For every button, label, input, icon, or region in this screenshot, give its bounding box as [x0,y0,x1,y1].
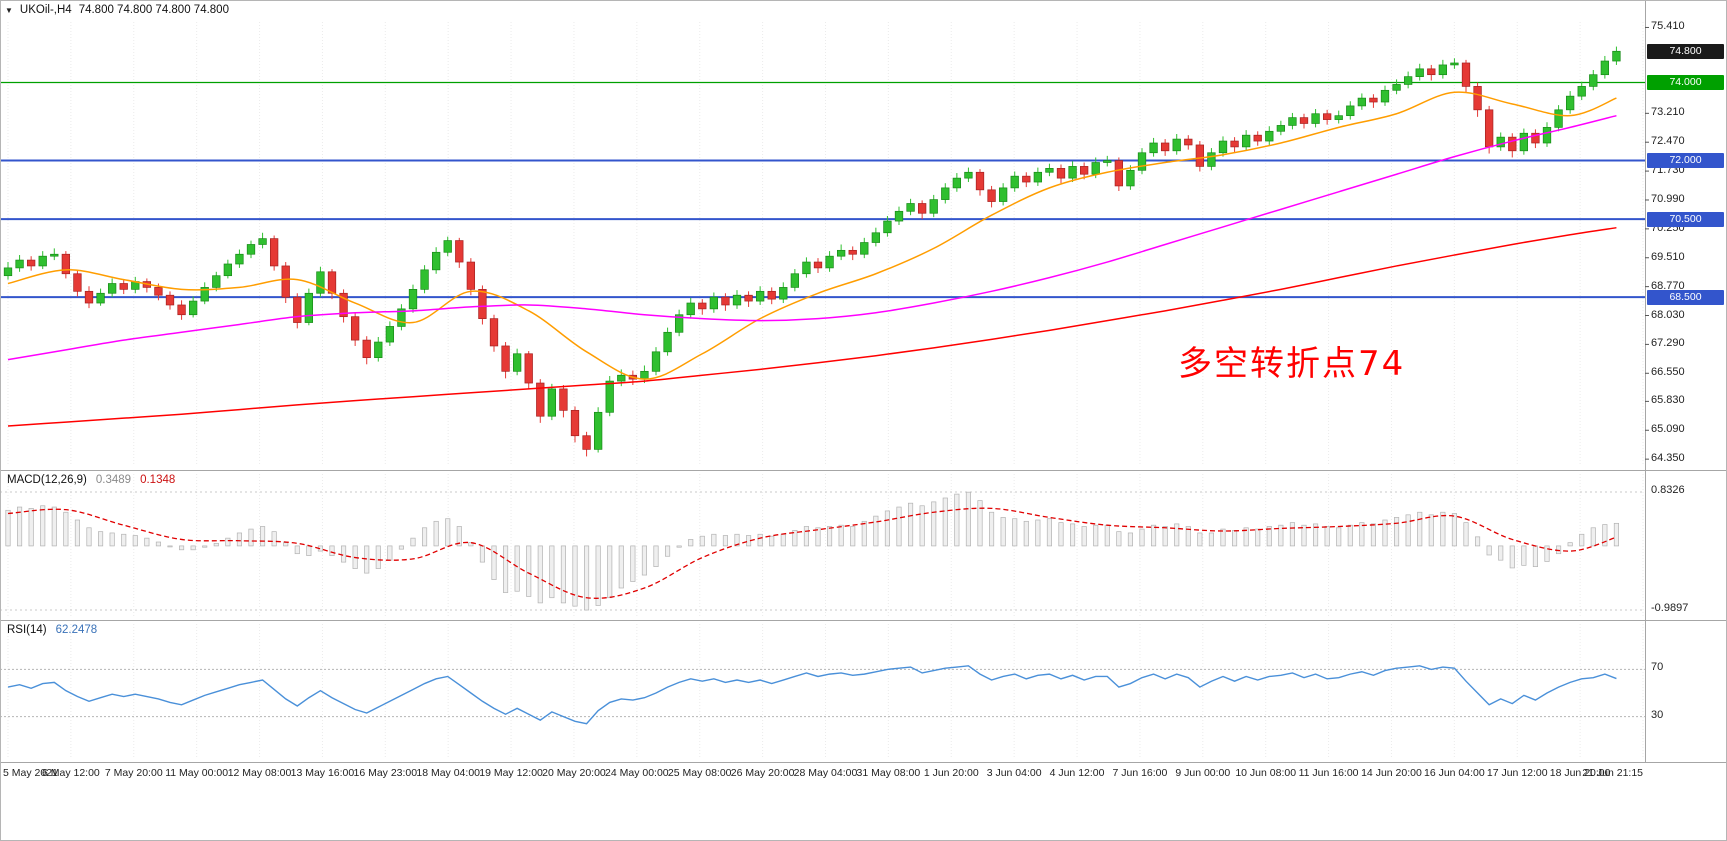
rsi-value: 62.2478 [55,624,98,636]
time-axis-label: 11 Jun 16:00 [1298,767,1359,779]
macd-signal-value: 0.1348 [140,474,176,486]
hline-price-badge: 68.500 [1647,289,1724,305]
time-axis-label: 21 Jun 21:15 [1582,767,1643,779]
current-price-badge: 74.800 [1647,43,1724,59]
time-axis-label: 31 May 08:00 [856,767,921,779]
price-tick-label: 73.210 [1651,106,1685,119]
time-axis-label: 19 May 12:00 [479,767,543,779]
macd-label: MACD(12,26,9) [7,474,87,486]
symbol-dropdown-icon[interactable]: ▼ [5,5,13,15]
macd-header: MACD(12,26,9) 0.3489 0.1348 [7,474,175,486]
time-axis-label: 26 May 20:00 [730,767,795,779]
time-axis-label: 1 Jun 20:00 [923,767,979,779]
hline-price-badge: 74.000 [1647,74,1724,90]
price-tick-label: 64.350 [1651,452,1685,465]
time-axis-label: 25 May 08:00 [667,767,732,779]
rsi-level-30-label: 30 [1651,709,1664,721]
time-axis-label: 7 Jun 16:00 [1112,767,1168,779]
price-tick-label: 69.510 [1651,250,1685,263]
time-axis-label: 5 May 2021 [3,767,58,779]
price-tick-label: 70.990 [1651,192,1685,205]
price-tick-label: 65.090 [1651,423,1685,436]
time-axis-label: 9 Jun 00:00 [1175,767,1231,779]
price-tick-label: 68.770 [1651,279,1685,292]
time-axis-label: 12 May 08:00 [227,767,292,779]
time-axis-label: 13 May 16:00 [290,767,355,779]
time-axis-label: 10 Jun 08:00 [1235,767,1297,779]
ohlc-values: 74.800 74.800 74.800 74.800 [78,4,229,16]
rsi-header: RSI(14) 62.2478 [7,624,97,636]
time-axis-label: 17 Jun 12:00 [1486,767,1548,779]
time-axis-label: 20 May 20:00 [542,767,606,779]
macd-scale-min-label: -0.9897 [1651,602,1689,614]
hline-price-badge: 72.000 [1647,153,1724,169]
hline-price-badge: 70.500 [1647,211,1724,227]
time-axis-label: 11 May 00:00 [165,767,229,779]
macd-scale-max-label: 0.8326 [1651,484,1685,496]
time-axis-label: 4 Jun 12:00 [1049,767,1105,779]
time-axis-label: 18 Jun 20:00 [1549,767,1611,779]
rsi-level-70-label: 70 [1651,661,1664,673]
price-tick-label: 68.030 [1651,308,1685,321]
time-axis-label: 14 Jun 20:00 [1361,767,1422,779]
time-axis-label: 16 May 23:00 [353,767,418,779]
chart-header: ▼ UKOil-,H4 74.800 74.800 74.800 74.800 [5,4,229,16]
macd-main-value: 0.3489 [95,474,132,486]
time-axis-label: 3 Jun 04:00 [986,767,1042,779]
price-tick-label: 75.410 [1651,20,1685,33]
time-axis-label: 7 May 20:00 [104,767,163,779]
time-axis-label: 18 May 04:00 [416,767,481,779]
time-axis-label: 6 May 12:00 [41,767,100,779]
price-tick-label: 72.470 [1651,135,1685,148]
time-axis-label: 28 May 04:00 [793,767,858,779]
rsi-label: RSI(14) [7,624,47,636]
chart-annotation: 多空转折点74 [1178,344,1406,384]
price-tick-label: 65.830 [1651,394,1685,407]
price-tick-label: 66.550 [1651,366,1685,379]
time-axis-label: 24 May 00:00 [605,767,669,779]
time-axis-label: 16 Jun 04:00 [1423,767,1485,779]
price-tick-label: 67.290 [1651,337,1685,350]
symbol-timeframe-label: UKOil-,H4 [19,4,72,16]
